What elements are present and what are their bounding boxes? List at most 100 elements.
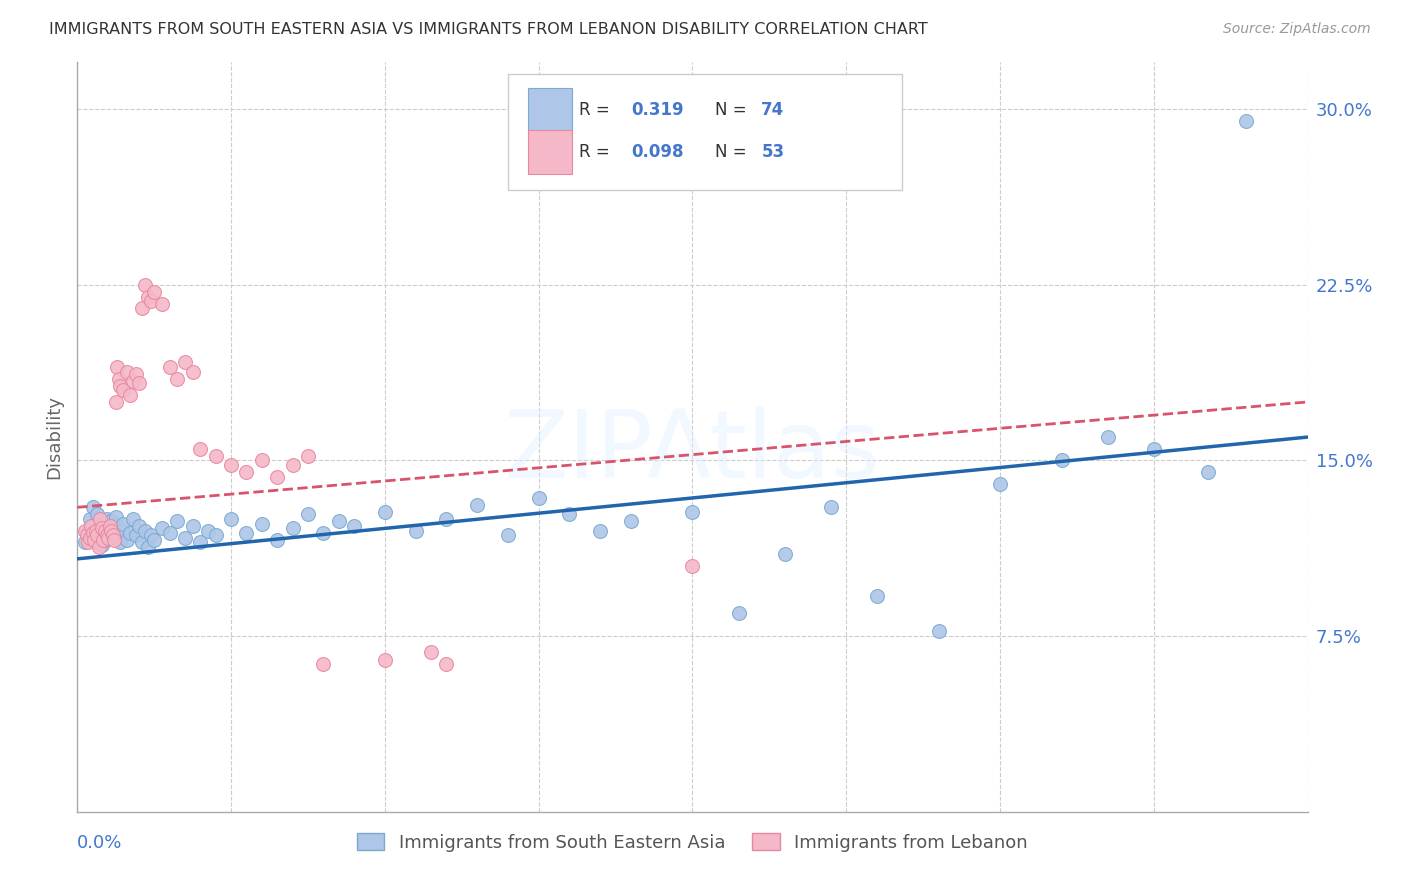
Point (1234, 114, 1257, 128)
Point (374, 652, 396, 666)
Point (266, 533, 288, 547)
Point (188, 535, 212, 549)
Point (131, 301, 153, 316)
Point (141, 528, 163, 542)
Text: 0.0%: 0.0% (77, 834, 122, 852)
Point (77, 535, 100, 549)
Point (219, 458, 242, 473)
Point (112, 384, 135, 398)
Point (174, 355, 197, 369)
Point (1097, 430, 1119, 444)
Point (150, 296, 173, 310)
Point (465, 498, 488, 512)
Point (197, 524, 219, 538)
Point (204, 528, 226, 542)
Text: ZIPAtlas: ZIPAtlas (503, 406, 882, 498)
Point (420, 646, 443, 660)
Point (727, 606, 749, 620)
Point (343, 519, 366, 533)
Point (312, 526, 335, 541)
FancyBboxPatch shape (527, 130, 572, 175)
Point (97, 531, 120, 545)
Point (86, 508, 108, 522)
Point (250, 453, 273, 467)
Point (110, 378, 132, 392)
Point (188, 442, 212, 456)
Text: 0.319: 0.319 (631, 101, 683, 119)
Text: 0.098: 0.098 (631, 144, 683, 161)
Point (103, 533, 125, 547)
Point (115, 364, 138, 378)
Point (101, 526, 124, 541)
Point (108, 521, 131, 535)
Point (94, 524, 117, 538)
Point (73, 535, 96, 549)
Point (100, 524, 122, 538)
Point (79, 531, 101, 545)
Point (115, 533, 138, 547)
Point (297, 508, 319, 522)
Point (1197, 465, 1219, 479)
Point (83, 526, 105, 541)
Point (100, 514, 122, 528)
Point (374, 505, 396, 519)
Point (134, 524, 156, 538)
Text: R =: R = (579, 101, 616, 119)
Point (121, 374, 143, 388)
Point (159, 359, 181, 374)
Point (219, 512, 242, 526)
Point (89, 528, 111, 542)
Legend: Immigrants from South Eastern Asia, Immigrants from Lebanon: Immigrants from South Eastern Asia, Immi… (350, 826, 1035, 859)
Point (125, 528, 148, 542)
FancyBboxPatch shape (508, 74, 901, 190)
Point (84, 535, 107, 549)
Point (125, 367, 148, 381)
Text: Source: ZipAtlas.com: Source: ZipAtlas.com (1223, 22, 1371, 37)
Point (83, 533, 105, 547)
Point (110, 535, 132, 549)
Point (101, 528, 124, 542)
Point (181, 519, 204, 533)
Point (73, 524, 96, 538)
Point (128, 519, 150, 533)
Point (118, 388, 141, 402)
Point (174, 531, 197, 545)
Point (128, 376, 150, 391)
Point (988, 476, 1011, 491)
Text: 53: 53 (762, 144, 785, 161)
Point (98, 519, 121, 533)
Point (84, 524, 107, 538)
Point (96, 512, 118, 526)
Point (90, 538, 114, 552)
Point (589, 524, 612, 538)
Point (87, 521, 110, 535)
Point (436, 512, 458, 526)
Point (773, 547, 796, 561)
Text: IMMIGRANTS FROM SOUTH EASTERN ASIA VS IMMIGRANTS FROM LEBANON DISABILITY CORRELA: IMMIGRANTS FROM SOUTH EASTERN ASIA VS IM… (49, 22, 928, 37)
Point (866, 590, 889, 604)
Point (143, 285, 166, 299)
Point (79, 512, 101, 526)
Point (928, 624, 950, 639)
Point (93, 533, 115, 547)
Point (527, 491, 550, 505)
Text: R =: R = (579, 144, 616, 161)
Point (131, 535, 153, 549)
Point (166, 371, 188, 385)
Point (96, 528, 118, 542)
Point (87, 540, 110, 554)
Point (181, 364, 204, 378)
Text: N =: N = (714, 101, 751, 119)
Point (82, 526, 104, 541)
Point (328, 514, 350, 528)
FancyBboxPatch shape (527, 87, 572, 132)
Point (682, 505, 704, 519)
Point (312, 657, 335, 672)
Point (104, 509, 127, 524)
Point (558, 508, 581, 522)
Point (235, 526, 257, 541)
Point (94, 533, 117, 547)
Point (121, 512, 143, 526)
Point (297, 449, 319, 463)
Y-axis label: Disability: Disability (45, 395, 63, 479)
